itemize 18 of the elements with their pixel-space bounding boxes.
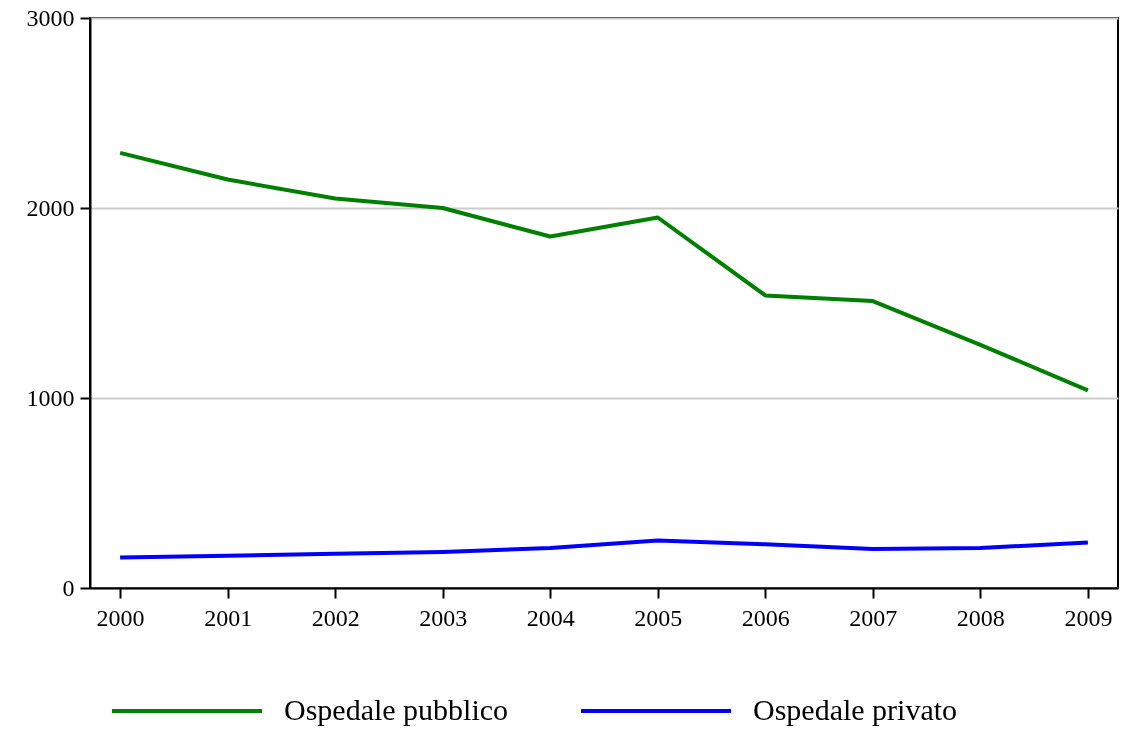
y-tick-label: 2000 (26, 194, 75, 221)
legend-label: Ospedale pubblico (284, 693, 509, 726)
x-tick-label: 2000 (96, 604, 145, 631)
x-tick-label: 2007 (849, 604, 898, 631)
x-tick-label: 2002 (311, 604, 360, 631)
y-tick-label: 0 (62, 574, 75, 601)
x-tick-label: 2006 (741, 604, 790, 631)
line-series (118, 538, 1090, 560)
x-tick-label: 2008 (956, 604, 1005, 631)
y-tick-label: 3000 (26, 4, 75, 31)
x-tick-label: 2009 (1064, 604, 1113, 631)
x-tick-label: 2004 (526, 604, 575, 631)
x-tick-label: 2001 (204, 604, 253, 631)
x-tick-label: 2005 (634, 604, 683, 631)
y-tick-label: 1000 (26, 384, 75, 411)
line-series (118, 150, 1090, 393)
x-tick-label: 2003 (419, 604, 468, 631)
legend-label: Ospedale privato (753, 693, 958, 726)
